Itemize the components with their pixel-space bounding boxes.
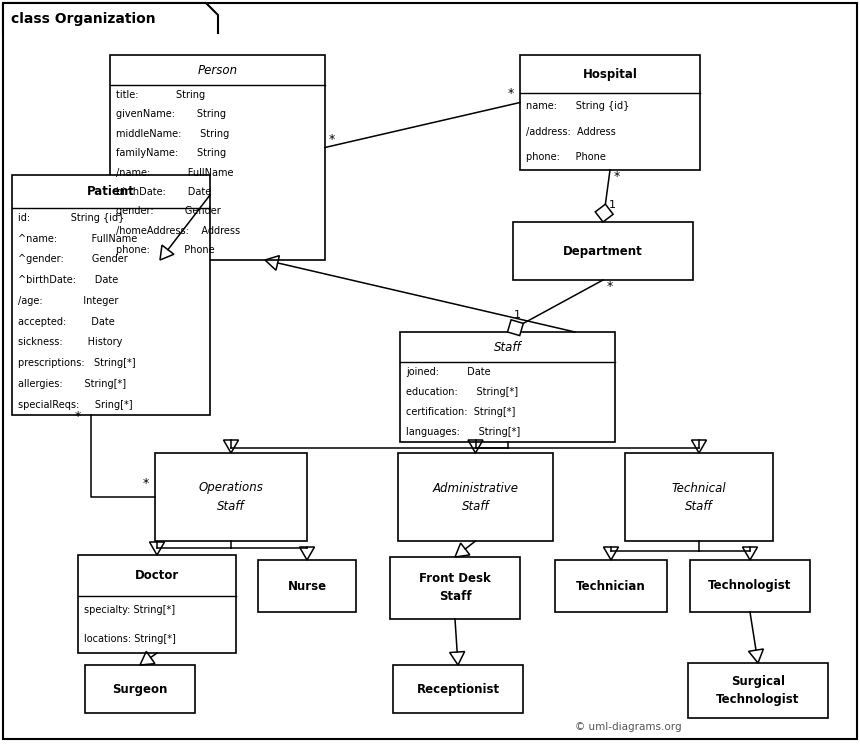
Text: Doctor: Doctor <box>135 569 179 582</box>
Text: Person: Person <box>198 63 237 77</box>
Text: Technologist: Technologist <box>709 580 792 592</box>
Text: name:      String {id}: name: String {id} <box>526 101 630 111</box>
Bar <box>110 55 325 260</box>
Text: accepted:        Date: accepted: Date <box>18 317 114 326</box>
Text: 1: 1 <box>609 200 616 210</box>
Text: ^name:           FullName: ^name: FullName <box>18 234 138 244</box>
Text: Technician: Technician <box>576 580 646 592</box>
Text: phone:           Phone: phone: Phone <box>116 245 215 255</box>
Text: languages:      String[*]: languages: String[*] <box>406 427 520 437</box>
Bar <box>690 560 810 612</box>
Text: Front Desk
Staff: Front Desk Staff <box>419 572 491 604</box>
Text: Surgeon: Surgeon <box>113 683 168 695</box>
Text: education:      String[*]: education: String[*] <box>406 387 518 397</box>
Text: Technical
Staff: Technical Staff <box>672 482 727 512</box>
Bar <box>12 175 210 415</box>
Text: 1: 1 <box>513 310 520 320</box>
Text: middleName:      String: middleName: String <box>116 129 230 139</box>
Text: class Organization: class Organization <box>11 12 156 26</box>
Text: locations: String[*]: locations: String[*] <box>84 633 176 644</box>
Bar <box>85 665 195 713</box>
Text: Staff: Staff <box>494 341 521 353</box>
Bar <box>390 557 520 619</box>
Bar <box>155 453 307 541</box>
Text: Surgical
Technologist: Surgical Technologist <box>716 675 800 706</box>
Bar <box>393 665 523 713</box>
Text: familyName:      String: familyName: String <box>116 149 226 158</box>
Text: certification:  String[*]: certification: String[*] <box>406 407 515 417</box>
Text: givenName:       String: givenName: String <box>116 110 226 120</box>
Text: prescriptions:   String[*]: prescriptions: String[*] <box>18 358 136 368</box>
Bar <box>513 222 693 280</box>
Text: gender:          Gender: gender: Gender <box>116 206 221 217</box>
Bar <box>555 560 667 612</box>
Text: *: * <box>607 280 613 293</box>
Text: birthDate:       Date: birthDate: Date <box>116 187 212 197</box>
Text: Patient: Patient <box>87 185 135 198</box>
Text: /age:             Integer: /age: Integer <box>18 296 119 306</box>
Text: *: * <box>329 132 335 146</box>
Text: joined:         Date: joined: Date <box>406 368 490 377</box>
Text: *: * <box>614 170 620 183</box>
Text: id:             String {id}: id: String {id} <box>18 213 125 223</box>
Text: Department: Department <box>563 244 643 258</box>
Text: allergies:       String[*]: allergies: String[*] <box>18 379 126 389</box>
Text: Hospital: Hospital <box>582 68 637 81</box>
Text: © uml-diagrams.org: © uml-diagrams.org <box>575 722 682 732</box>
Bar <box>78 555 236 653</box>
Bar <box>398 453 553 541</box>
Polygon shape <box>595 204 613 222</box>
Text: ^gender:         Gender: ^gender: Gender <box>18 255 128 264</box>
Text: *: * <box>75 410 81 423</box>
Text: Operations
Staff: Operations Staff <box>199 482 263 512</box>
Text: /homeAddress:    Address: /homeAddress: Address <box>116 226 240 236</box>
Text: title:            String: title: String <box>116 90 206 100</box>
Text: /address:  Address: /address: Address <box>526 127 616 137</box>
Text: sickness:        History: sickness: History <box>18 338 122 347</box>
Text: ^birthDate:      Date: ^birthDate: Date <box>18 275 119 285</box>
Bar <box>520 55 700 170</box>
Text: Administrative
Staff: Administrative Staff <box>433 482 519 512</box>
Bar <box>400 332 615 442</box>
Text: Nurse: Nurse <box>287 580 327 592</box>
Polygon shape <box>507 320 523 335</box>
Text: /name:            FullName: /name: FullName <box>116 167 234 178</box>
Bar <box>688 663 828 718</box>
Text: phone:     Phone: phone: Phone <box>526 152 606 162</box>
Bar <box>625 453 773 541</box>
Text: specialReqs:     Sring[*]: specialReqs: Sring[*] <box>18 400 132 409</box>
Polygon shape <box>3 3 218 33</box>
Text: specialty: String[*]: specialty: String[*] <box>84 606 175 616</box>
Text: *: * <box>143 477 150 490</box>
Text: Receptionist: Receptionist <box>416 683 500 695</box>
Bar <box>258 560 356 612</box>
Text: *: * <box>508 87 514 101</box>
